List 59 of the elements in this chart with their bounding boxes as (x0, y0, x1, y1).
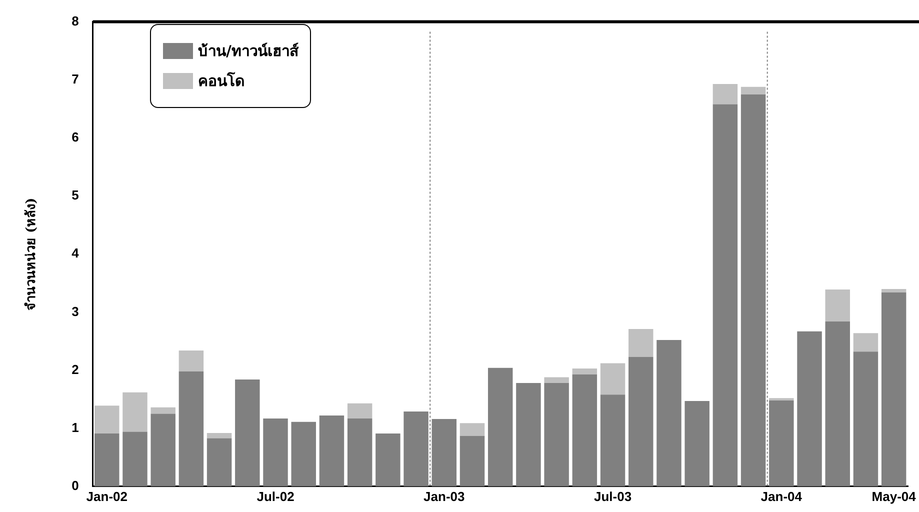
bar (628, 356, 654, 486)
y-tick-label: 1 (72, 420, 79, 435)
bar (600, 363, 626, 395)
bar (572, 374, 598, 486)
y-tick-label: 6 (72, 130, 79, 145)
bar (740, 86, 766, 94)
bar (263, 418, 288, 486)
bar (544, 377, 569, 384)
y-tick-label: 5 (72, 188, 79, 203)
x-tick-label: Jul-02 (256, 488, 294, 504)
bar (319, 416, 344, 486)
bar (94, 434, 120, 486)
y-tick-label: 2 (72, 362, 79, 377)
x-tick-label: May-04 (872, 488, 917, 504)
bar (572, 368, 598, 374)
bar (235, 380, 260, 486)
y-tick-label: 8 (72, 13, 79, 28)
bar (178, 371, 204, 486)
bar (516, 383, 541, 486)
bar (825, 290, 850, 322)
bar (94, 406, 120, 434)
x-tick-label: Jan-02 (86, 488, 128, 504)
bar (544, 383, 569, 486)
bar (656, 340, 682, 486)
bar (797, 331, 822, 486)
bar (712, 84, 738, 104)
bar (825, 321, 850, 486)
bar (460, 423, 485, 436)
bar (376, 434, 400, 486)
bar (347, 403, 372, 418)
bar (881, 292, 906, 486)
x-tick-label: Jan-03 (424, 488, 465, 504)
bar (206, 438, 232, 486)
bar (291, 422, 316, 486)
bar (600, 394, 626, 486)
legend-label: บ้าน/ทาวน์เฮาส์ (198, 41, 298, 62)
bar (122, 392, 148, 432)
bar (881, 288, 906, 292)
bar (347, 418, 372, 486)
bar (122, 432, 148, 486)
bar (628, 329, 654, 357)
bar (853, 352, 878, 486)
bar (460, 436, 485, 486)
x-tick-label: Jan-04 (760, 488, 803, 504)
bar (150, 407, 176, 414)
bar (488, 368, 513, 486)
legend-label: คอนโด (198, 71, 245, 92)
y-tick-label: 4 (72, 246, 80, 261)
bar (178, 350, 204, 372)
bar (150, 414, 176, 486)
x-tick-label: Jul-03 (594, 488, 632, 504)
y-tick-label: 3 (72, 304, 79, 319)
bar (853, 333, 878, 352)
y-tick-label: 0 (72, 478, 79, 493)
bar (206, 432, 232, 438)
y-tick-label: 7 (72, 71, 79, 86)
y-axis-title: จำนวนหน่วย (หลัง) (23, 198, 40, 311)
bar (684, 401, 710, 486)
bar (712, 104, 738, 486)
